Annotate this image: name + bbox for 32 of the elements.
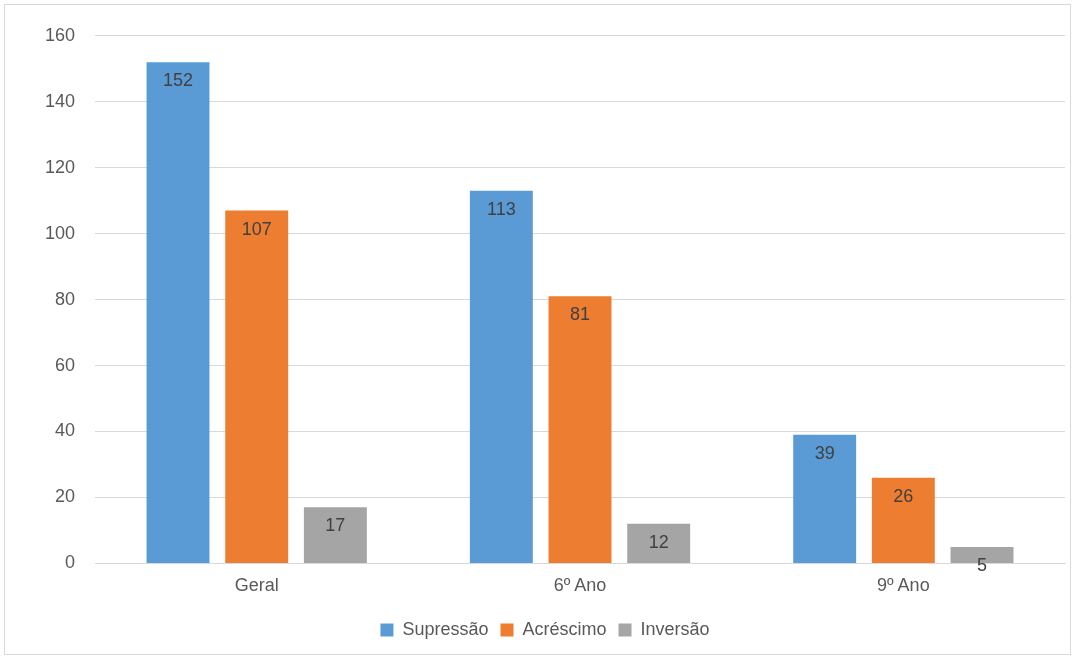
data-label: 113 [486,198,516,219]
legend-label: Acréscimo [522,618,607,639]
y-tick-label: 20 [55,486,76,507]
y-tick-label: 40 [55,420,76,441]
bar [303,507,367,563]
bar [225,210,289,563]
data-label: 17 [325,515,346,536]
y-tick-label: 160 [44,24,76,45]
bar [793,434,857,563]
x-tick-label: Geral [234,575,279,596]
bar [627,523,691,563]
y-tick-label: 120 [44,156,76,177]
bar [871,477,935,563]
data-label: 12 [648,531,669,552]
x-tick-label: 9º Ano [877,575,930,596]
data-label: 39 [814,442,835,463]
data-label: 5 [977,554,988,575]
legend-label: Supressão [402,618,489,639]
bar [146,62,210,563]
data-label: 152 [162,70,194,91]
data-label: 107 [241,218,272,239]
legend-label: Inversão [640,618,710,639]
bar [548,296,612,563]
y-tick-label: 140 [44,90,76,111]
x-tick-label: 6º Ano [553,575,607,596]
y-tick-label: 100 [44,222,76,243]
data-label: 81 [570,304,591,325]
y-tick-label: 80 [55,288,76,309]
data-label: 26 [893,485,914,506]
bar [469,190,533,563]
y-tick-label: 0 [65,552,76,573]
y-tick-label: 60 [55,354,76,375]
